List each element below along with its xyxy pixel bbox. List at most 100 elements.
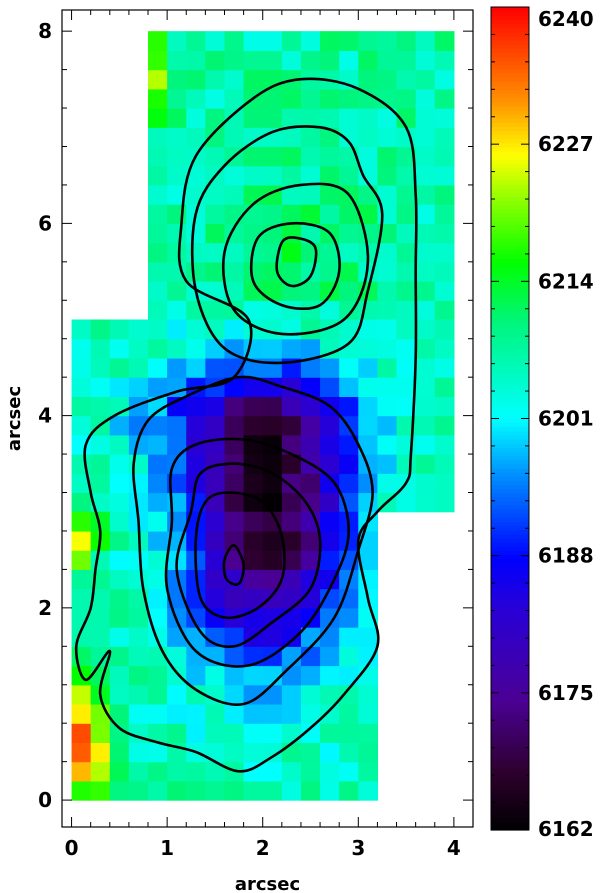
heatmap-cell (186, 261, 206, 282)
heatmap-cell (243, 703, 264, 724)
heatmap-cell (281, 261, 302, 282)
heatmap-cell (71, 415, 92, 436)
colorbar-segment (491, 76, 529, 82)
heatmap-cell (434, 492, 455, 513)
heatmap-cell (339, 492, 359, 513)
heatmap-cell (434, 223, 455, 244)
heatmap-cell (300, 742, 321, 763)
heatmap-cell (262, 761, 283, 782)
heatmap-cell (377, 146, 398, 167)
heatmap-cell (205, 415, 226, 436)
colorbar (490, 6, 530, 831)
colorbar-segment (491, 89, 529, 95)
colorbar-segment (491, 496, 529, 502)
colorbar-segment (491, 241, 529, 247)
heatmap-cell (281, 184, 302, 205)
heatmap-cell (224, 319, 245, 340)
colorbar-segment (491, 434, 529, 440)
heatmap-cell (320, 108, 340, 128)
heatmap-cell (224, 242, 245, 263)
colorbar-segment (491, 739, 529, 745)
heatmap-cell (300, 261, 321, 282)
heatmap-cell (186, 300, 206, 321)
heatmap-cell (109, 377, 130, 397)
heatmap-cell (109, 780, 130, 801)
heatmap-cell (262, 338, 283, 359)
x-tick-label: 1 (160, 836, 174, 860)
heatmap-cell (320, 665, 340, 686)
heatmap-cell (71, 377, 92, 397)
heatmap-cell (434, 204, 455, 224)
colorbar-segment (491, 336, 529, 341)
heatmap-cell (148, 31, 168, 51)
heatmap-cell (186, 454, 206, 474)
colorbar-segment (491, 340, 529, 346)
colorbar-segment (491, 554, 529, 559)
heatmap-cell (167, 108, 187, 128)
heatmap-cell (320, 357, 340, 378)
heatmap-cell (300, 473, 321, 494)
heatmap-cell (358, 761, 379, 782)
heatmap-cell (358, 646, 379, 667)
heatmap-cell (148, 530, 168, 551)
heatmap-cell (339, 607, 359, 628)
colorbar-segment (491, 509, 529, 514)
heatmap-cell (262, 165, 283, 186)
colorbar-segment (491, 706, 529, 712)
heatmap-cell (415, 300, 436, 321)
heatmap-cell (262, 627, 283, 647)
heatmap-cell (415, 31, 436, 51)
heatmap-cell (358, 88, 379, 109)
heatmap-cell (128, 492, 149, 513)
heatmap-cell (262, 550, 283, 570)
heatmap-cell (434, 338, 455, 359)
heatmap-cell (300, 165, 321, 186)
heatmap-cell (148, 492, 168, 513)
colorbar-tick-label: 6188 (538, 544, 594, 568)
heatmap-cell (320, 646, 340, 667)
heatmap-cell (128, 646, 149, 667)
heatmap-cell (281, 415, 302, 436)
heatmap-cell (243, 530, 264, 551)
heatmap-cell (396, 223, 417, 244)
heatmap-cell (434, 415, 455, 436)
heatmap-cell (262, 588, 283, 609)
colorbar-segment (491, 126, 529, 132)
heatmap-cell (109, 723, 130, 744)
heatmap-cell (109, 627, 130, 647)
heatmap-cell (148, 434, 168, 455)
heatmap-cell (358, 50, 379, 71)
heatmap-cell (205, 319, 226, 340)
heatmap-cell (300, 204, 321, 224)
colorbar-segment (491, 113, 529, 119)
colorbar-segment (491, 31, 529, 37)
heatmap-cell (339, 627, 359, 647)
colorbar-tick-labels: 6162 6175 6188 6201 6214 6227 6240 (538, 7, 594, 841)
heatmap-cell (281, 723, 302, 744)
heatmap-cell (262, 88, 283, 109)
heatmap-cell (205, 338, 226, 359)
heatmap-cell (128, 761, 149, 782)
heatmap-cell (377, 127, 398, 148)
heatmap-cell (167, 281, 187, 301)
heatmap-cell (281, 761, 302, 782)
colorbar-segment (491, 105, 529, 111)
heatmap-cell (148, 761, 168, 782)
heatmap-cell (71, 646, 92, 667)
heatmap-cell (205, 223, 226, 244)
heatmap-cell (90, 646, 111, 667)
colorbar-segment (491, 718, 529, 724)
heatmap-cell (339, 703, 359, 724)
colorbar-segment (491, 19, 529, 25)
heatmap-cell (186, 588, 206, 609)
heatmap-cell (281, 607, 302, 628)
heatmap-cell (281, 684, 302, 705)
colorbar-segment (491, 196, 529, 201)
heatmap-cell (243, 50, 264, 71)
colorbar-segment (491, 677, 529, 683)
heatmap-cell (128, 357, 149, 378)
heatmap-cell (434, 454, 455, 474)
heatmap-cell (186, 50, 206, 71)
colorbar-segment (491, 603, 529, 609)
colorbar-segment (491, 467, 529, 473)
